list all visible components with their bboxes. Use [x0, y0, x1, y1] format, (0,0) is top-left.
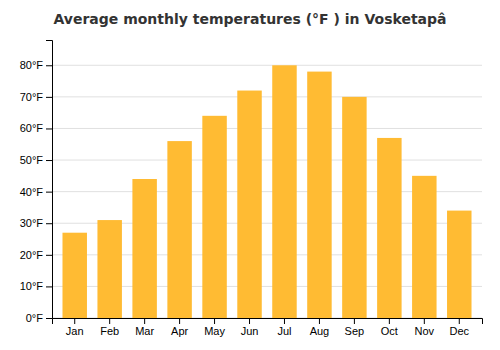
bars [62, 65, 471, 318]
chart-svg: 0°F 10°F 20°F 30°F 40°F 50°F 60°F 70°F 80°F Jan Fe… [0, 0, 500, 350]
bar [342, 97, 366, 318]
grid-line [52, 65, 482, 66]
x-tick-label: Dec [449, 325, 469, 337]
x-tick-label: Mar [135, 325, 154, 337]
y-tick-mark [46, 223, 52, 224]
y-tick: 40°F [20, 186, 52, 198]
y-tick: 60°F [20, 122, 52, 134]
x-tick: Aug [310, 318, 330, 337]
bar [167, 141, 191, 318]
grid-line [52, 128, 482, 129]
x-tick-mark [424, 318, 425, 324]
bar [377, 138, 401, 318]
bar [307, 72, 331, 318]
x-tick: Dec [449, 318, 469, 337]
x-tick-label: Jul [277, 325, 291, 337]
plot-area: 0°F 10°F 20°F 30°F 40°F 50°F 60°F 70°F 80°F Jan Fe… [20, 41, 483, 337]
x-tick: Jun [241, 318, 259, 337]
grid-line [52, 96, 482, 97]
x-tick-mark [354, 318, 355, 324]
x-tick-mark [74, 318, 75, 324]
y-tick: 50°F [20, 154, 52, 166]
chart-container: 0°F 10°F 20°F 30°F 40°F 50°F 60°F 70°F 80°F Jan Fe… [0, 0, 500, 350]
y-tick-label: 70°F [20, 91, 44, 103]
x-tick-mark [284, 318, 285, 324]
x-axis: Jan Feb Mar Apr May Jun Jul Aug Sep Oct Nov Dec [53, 318, 483, 337]
x-tick: Oct [381, 318, 398, 337]
grid-line [52, 160, 482, 161]
x-tick: Nov [415, 318, 435, 337]
y-tick-label: 60°F [20, 122, 44, 134]
title: Average monthly temperatures (°F ) in Vo… [53, 11, 446, 27]
x-tick-mark [249, 318, 250, 324]
y-axis-line [46, 41, 53, 319]
y-tick: 30°F [20, 217, 52, 229]
y-tick: 0°F [26, 312, 52, 324]
x-tick-mark [389, 318, 390, 324]
x-tick-label: Sep [345, 325, 365, 337]
bar [237, 91, 261, 318]
x-axis-line [53, 319, 483, 325]
x-tick-label: May [204, 325, 225, 337]
y-tick: 70°F [20, 91, 52, 103]
y-tick-mark [46, 192, 52, 193]
y-tick-mark [46, 318, 52, 319]
y-tick-mark [46, 128, 52, 129]
y-axis: 0°F 10°F 20°F 30°F 40°F 50°F 60°F 70°F 80°F [20, 41, 53, 325]
x-tick-label: Aug [310, 325, 330, 337]
x-tick-label: Nov [415, 325, 435, 337]
bar [447, 211, 471, 318]
y-tick: 20°F [20, 249, 52, 261]
bar [202, 116, 226, 318]
x-tick-mark [459, 318, 460, 324]
x-tick-mark [144, 318, 145, 324]
x-tick-mark [319, 318, 320, 324]
bar [412, 176, 436, 318]
bar [272, 65, 296, 318]
x-tick: Jan [66, 318, 84, 337]
y-tick: 80°F [20, 59, 52, 71]
y-tick-label: 40°F [20, 186, 44, 198]
x-tick: Apr [171, 318, 188, 337]
bar [132, 179, 156, 318]
y-tick-label: 10°F [20, 280, 44, 292]
y-tick-label: 80°F [20, 59, 44, 71]
x-tick: Feb [100, 318, 119, 337]
y-tick-label: 50°F [20, 154, 44, 166]
x-tick-label: Feb [100, 325, 119, 337]
x-tick: Mar [135, 318, 154, 337]
bar [62, 233, 86, 318]
y-tick-mark [46, 286, 52, 287]
y-tick-mark [46, 255, 52, 256]
y-tick-label: 30°F [20, 217, 44, 229]
x-tick: May [204, 318, 225, 337]
y-tick-mark [46, 97, 52, 98]
x-tick: Jul [277, 318, 291, 337]
x-tick-mark [214, 318, 215, 324]
grid [52, 65, 482, 318]
x-tick-label: Oct [381, 325, 398, 337]
y-tick: 10°F [20, 280, 52, 292]
y-tick-label: 0°F [26, 312, 44, 324]
y-tick-mark [46, 160, 52, 161]
x-tick-mark [109, 318, 110, 324]
x-tick-label: Jun [241, 325, 259, 337]
x-tick-label: Apr [171, 325, 188, 337]
x-tick-mark [179, 318, 180, 324]
x-tick-label: Jan [66, 325, 84, 337]
y-tick-mark [46, 65, 52, 66]
bar [97, 220, 121, 318]
x-tick: Sep [345, 318, 365, 337]
y-tick-label: 20°F [20, 249, 44, 261]
